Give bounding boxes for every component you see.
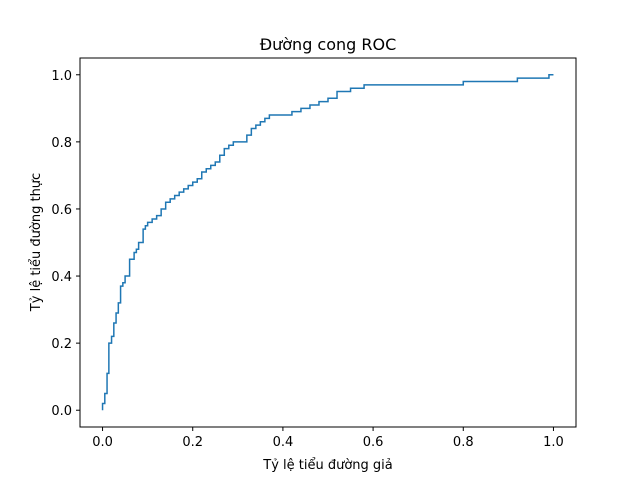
y-tick-label: 0.0 [51,404,72,419]
x-tick-label: 0.4 [273,435,294,450]
x-tick-label: 0.6 [363,435,384,450]
y-tick-label: 1.0 [51,69,72,84]
x-tick-label: 0.2 [182,435,203,450]
roc-curve-line [101,74,554,411]
chart-title: Đường cong ROC [260,35,397,54]
x-tick-label: 0.0 [92,435,113,450]
axes-frame [79,57,577,428]
y-tick-label: 0.2 [51,337,72,352]
y-tick-label: 0.8 [51,136,72,151]
y-tick-label: 0.6 [51,203,72,218]
x-tick-label: 0.8 [453,435,474,450]
x-axis-label: Tỷ lệ tiểu đường giả [262,458,393,473]
y-tick-label: 0.4 [51,270,72,285]
y-axis-label: Tỷ lệ tiểu đường thực [29,173,44,312]
y-axis-ticks: 0.0 0.2 0.4 0.6 0.8 1.0 [51,69,80,419]
plot-area [79,57,577,428]
x-axis-ticks: 0.0 0.2 0.4 0.6 0.8 1.0 [92,427,564,450]
x-tick-label: 1.0 [543,435,564,450]
